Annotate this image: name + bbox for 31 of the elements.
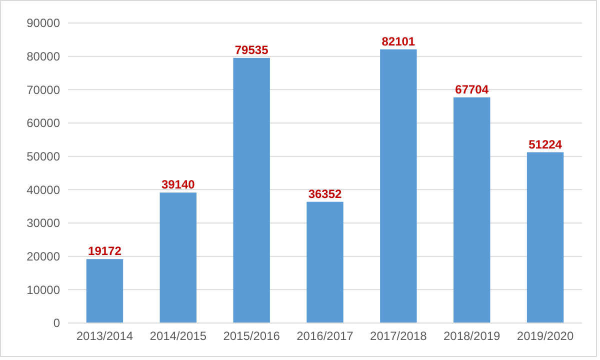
y-tick-label: 50000 (26, 150, 60, 164)
data-label: 36352 (308, 186, 342, 201)
bar (454, 97, 490, 323)
data-label: 19172 (88, 244, 122, 258)
x-tick-label: 2019/2020 (516, 329, 574, 343)
y-tick-label: 30000 (26, 216, 60, 230)
y-tick-label: 80000 (26, 50, 60, 64)
x-tick-label: 2018/2019 (443, 329, 501, 343)
x-tick-label: 2016/2017 (296, 329, 354, 343)
bar (86, 259, 124, 323)
bar (160, 192, 196, 323)
y-tick-label: 0 (53, 316, 60, 330)
y-tick-label: 20000 (26, 250, 60, 264)
x-tick-label: 2017/2018 (370, 329, 428, 343)
x-tick-label: 2015/2016 (223, 329, 280, 343)
data-label: 39140 (161, 178, 196, 192)
bar (306, 202, 344, 323)
y-tick-label: 90000 (26, 16, 60, 30)
bar (380, 49, 417, 323)
y-tick-label: 40000 (26, 182, 60, 197)
y-tick-label: 70000 (26, 82, 60, 97)
y-tick-label: 10000 (26, 282, 60, 297)
bar (526, 152, 564, 323)
x-tick-label: 2013/2014 (76, 329, 134, 343)
x-tick-label: 2014/2015 (150, 329, 207, 343)
data-label: 79535 (234, 42, 269, 57)
y-tick-label: 60000 (26, 116, 60, 130)
data-label: 82101 (382, 34, 416, 48)
data-label: 51224 (528, 137, 562, 152)
data-label: 67704 (455, 82, 489, 96)
bar (233, 58, 270, 323)
